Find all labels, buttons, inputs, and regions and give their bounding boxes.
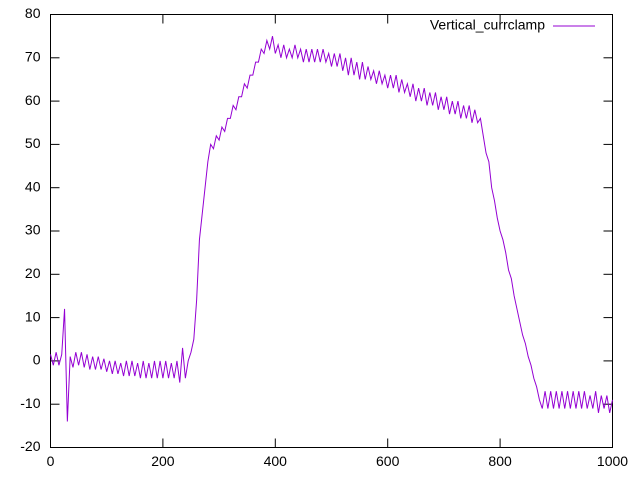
y-tick-label: 0 bbox=[33, 352, 41, 368]
y-tick-label: 10 bbox=[25, 308, 41, 324]
series-line bbox=[50, 36, 613, 422]
plot-border bbox=[50, 14, 613, 448]
x-tick-label: 200 bbox=[151, 453, 175, 469]
x-tick-label: 0 bbox=[47, 453, 55, 469]
x-tick-label: 1000 bbox=[597, 453, 628, 469]
y-tick-label: 80 bbox=[25, 5, 41, 21]
y-tick-label: 70 bbox=[25, 49, 41, 65]
y-tick-label: 40 bbox=[25, 178, 41, 194]
x-tick-label: 400 bbox=[264, 453, 288, 469]
legend-label: Vertical_currclamp bbox=[430, 17, 545, 33]
x-tick-label: 600 bbox=[376, 453, 400, 469]
y-tick-label: 50 bbox=[25, 135, 41, 151]
y-tick-label: 60 bbox=[25, 92, 41, 108]
y-tick-label: 20 bbox=[25, 265, 41, 281]
y-tick-label: 30 bbox=[25, 222, 41, 238]
y-tick-label: -10 bbox=[20, 395, 40, 411]
x-tick-label: 800 bbox=[488, 453, 512, 469]
y-tick-label: -20 bbox=[20, 438, 40, 454]
